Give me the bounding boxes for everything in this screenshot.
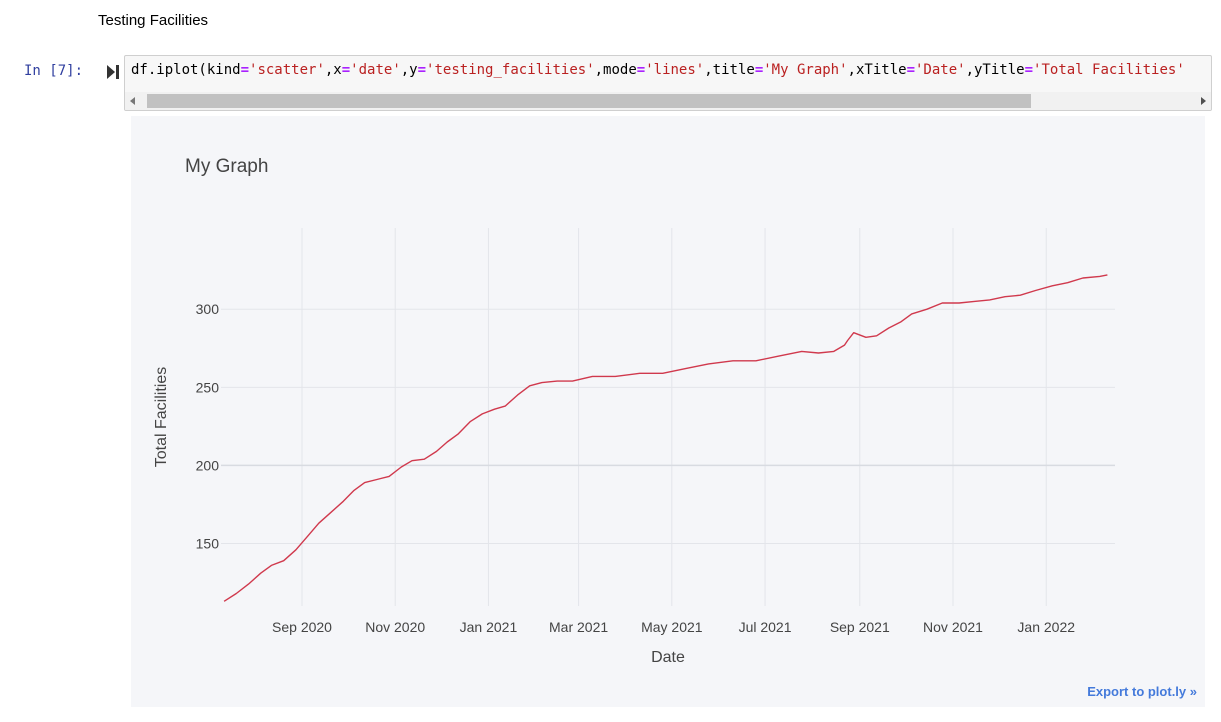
y-tick-label: 250 [196, 379, 220, 395]
y-tick-label: 300 [196, 301, 220, 317]
code-token: 'scatter' [249, 62, 325, 78]
code-token: ,x [324, 62, 342, 78]
code-token: 'My Graph' [763, 62, 848, 78]
code-token: 'Date' [915, 62, 966, 78]
code-token: = [906, 62, 915, 78]
code-token: 'testing_facilities' [426, 62, 595, 78]
plot-output: My Graph Sep 2020 Nov 2020 Jan 2021 Mar 202… [131, 116, 1205, 707]
code-token: = [754, 62, 764, 78]
code-token: ,xTitle [847, 62, 907, 78]
code-token: ,title [704, 62, 755, 78]
x-tick-label: Mar 2021 [549, 619, 608, 635]
export-to-plotly-link[interactable]: Export to plot.ly » [1087, 684, 1197, 699]
y-tick-label: 200 [196, 457, 220, 473]
code-line[interactable]: df.iplot(kind='scatter',x='date',y='test… [131, 62, 1185, 78]
x-tick-label: Nov 2021 [923, 619, 983, 635]
code-token: 'date' [350, 62, 401, 78]
line-chart[interactable]: My Graph Sep 2020 Nov 2020 Jan 2021 Mar 202… [131, 116, 1205, 707]
x-axis-title: Date [651, 649, 685, 666]
code-token: = [636, 62, 646, 78]
series-line[interactable] [223, 274, 1108, 602]
x-tick-label: Jul 2021 [739, 619, 792, 635]
x-tick-label: Jan 2021 [460, 619, 518, 635]
run-cell-icon[interactable] [106, 64, 120, 80]
code-token: ,y [400, 62, 418, 78]
code-token: ,mode [594, 62, 637, 78]
markdown-heading: Testing Facilities [98, 12, 209, 29]
code-token: ,yTitle [965, 62, 1025, 78]
scrollbar-thumb[interactable] [147, 94, 1031, 108]
x-tick-label: Sep 2020 [272, 619, 332, 635]
x-tick-label: Sep 2021 [830, 619, 890, 635]
code-token: df.iplot(kind [131, 62, 241, 78]
y-tick-label: 150 [196, 536, 220, 552]
x-tick-label: Nov 2020 [365, 619, 425, 635]
x-tick-label: Jan 2022 [1017, 619, 1075, 635]
scroll-left-icon[interactable] [127, 95, 139, 107]
code-cell[interactable]: df.iplot(kind='scatter',x='date',y='test… [124, 55, 1212, 111]
code-token: = [240, 62, 250, 78]
code-token: = [417, 62, 427, 78]
scroll-right-icon[interactable] [1197, 95, 1209, 107]
code-token: = [341, 62, 351, 78]
horizontal-scrollbar[interactable] [125, 92, 1211, 110]
y-axis-title: Total Facilities [153, 367, 170, 467]
code-token: 'Total Facilities' [1033, 62, 1185, 78]
cell-prompt: In [7]: [24, 63, 84, 79]
code-token: = [1024, 62, 1034, 78]
x-tick-label: May 2021 [641, 619, 703, 635]
chart-title: My Graph [185, 156, 268, 177]
code-token: 'lines' [645, 62, 705, 78]
